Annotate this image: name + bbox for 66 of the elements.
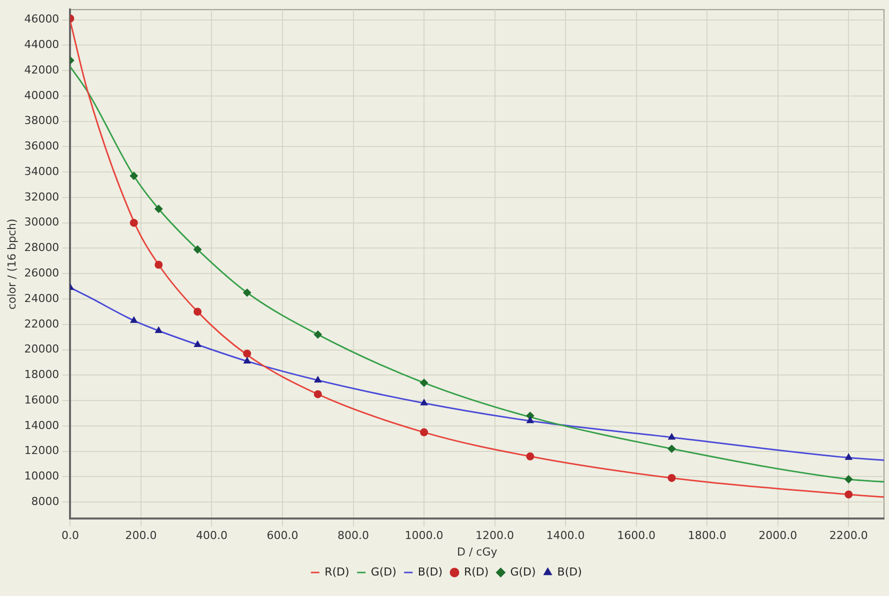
y-tick-label: 30000 [24, 216, 60, 229]
y-tick-label: 8000 [31, 494, 60, 508]
y-tick-label: 12000 [24, 444, 60, 458]
x-tick-label: 2000.0 [758, 529, 798, 542]
x-tick-label: 1600.0 [617, 529, 656, 542]
point [420, 378, 428, 387]
legend-label: R(D) [464, 565, 489, 578]
x-tick-label: 1200.0 [476, 529, 514, 542]
point [314, 390, 322, 398]
y-tick-label: 34000 [24, 164, 60, 178]
x-tick-label: 400.0 [196, 529, 228, 542]
y-tick-label: 20000 [24, 342, 60, 356]
point [844, 475, 853, 484]
x-tick-label: 1400.0 [546, 529, 585, 542]
point [420, 428, 428, 436]
point [194, 340, 202, 347]
point [155, 326, 162, 333]
point [194, 246, 202, 254]
legend-label: R(D) [324, 565, 350, 578]
y-tick-label: 38000 [24, 114, 60, 128]
x-tick-label: 1000.0 [404, 529, 444, 542]
y-tick-label: 10000 [24, 470, 60, 483]
point [420, 399, 428, 406]
y-tick-label: 40000 [24, 88, 60, 102]
y-tick-label: 18000 [24, 368, 60, 382]
legend-label: B(D) [418, 565, 443, 578]
x-tick-label: 2200.0 [829, 529, 868, 542]
point [668, 474, 676, 482]
point [845, 454, 852, 460]
point [154, 204, 163, 213]
y-tick-label: 36000 [24, 140, 60, 153]
point [244, 357, 251, 364]
point [668, 433, 676, 440]
y-tick-label: 16000 [24, 393, 60, 406]
point [154, 260, 163, 269]
legend-label: B(D) [557, 565, 582, 578]
y-tick-label: 24000 [24, 292, 60, 305]
y-tick-label: 32000 [24, 190, 60, 204]
point [668, 444, 676, 453]
point [194, 308, 202, 316]
point [130, 316, 138, 323]
y-axis-title: color / (16 bpch) [5, 218, 18, 310]
x-axis-title: D / cGy [456, 545, 498, 558]
x-tick-label: 0.0 [61, 529, 79, 542]
y-tick-label: 42000 [24, 63, 60, 76]
point [130, 172, 138, 180]
y-tick-label: 46000 [24, 12, 60, 26]
point [314, 330, 322, 339]
point [526, 416, 534, 424]
y-tick-label: 28000 [24, 241, 60, 254]
point [314, 376, 322, 382]
x-tick-label: 1800.0 [688, 529, 726, 542]
x-tick-label: 800.0 [338, 529, 370, 542]
point [526, 452, 534, 460]
point [243, 350, 252, 358]
y-tick-label: 26000 [24, 266, 60, 280]
y-tick-label: 22000 [24, 317, 60, 330]
point [243, 288, 252, 297]
y-tick-label: 14000 [24, 418, 60, 432]
legend-label: G(D) [370, 565, 396, 578]
x-tick-label: 600.0 [266, 529, 298, 542]
point [130, 218, 138, 227]
point [844, 490, 853, 498]
y-tick-label: 44000 [24, 38, 60, 51]
x-tick-label: 200.0 [125, 529, 157, 542]
legend-label: G(D) [510, 565, 536, 578]
